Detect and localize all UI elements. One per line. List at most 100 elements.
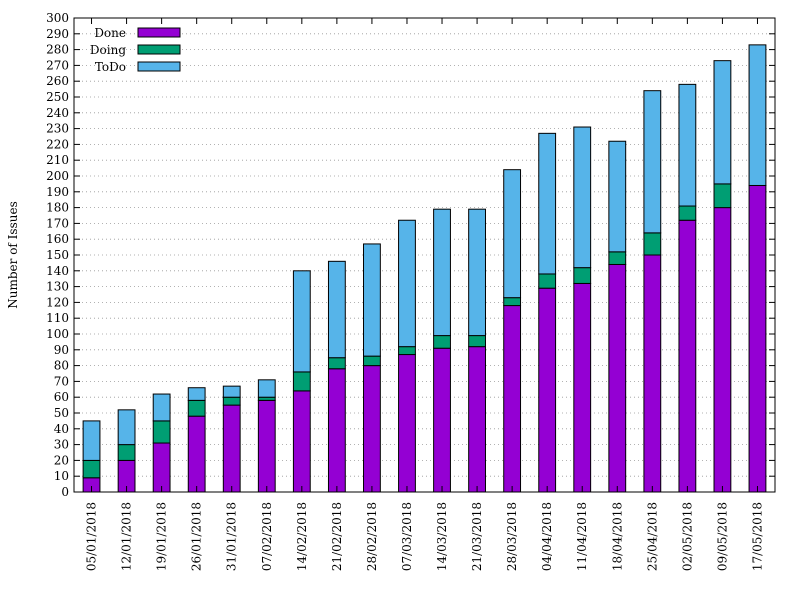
x-tick-label: 25/04/2018	[645, 502, 659, 571]
legend-swatch	[137, 61, 181, 72]
bar-doing	[503, 297, 522, 307]
y-tick-label: 50	[54, 406, 69, 420]
x-tick-label: 28/02/2018	[365, 502, 379, 571]
bar-doing	[678, 205, 697, 221]
bar-done	[678, 219, 697, 493]
bar-done	[398, 354, 416, 493]
x-tick-label: 21/03/2018	[470, 502, 484, 571]
bar-doing	[82, 459, 101, 479]
bar-todo	[292, 270, 311, 373]
y-tick-label: 80	[54, 359, 69, 373]
plot-frame	[73, 17, 776, 493]
y-tick-label: 200	[46, 169, 69, 183]
bar-done	[608, 263, 627, 493]
bar-todo	[678, 83, 697, 207]
bar-todo	[117, 409, 136, 446]
bar-todo	[257, 379, 276, 398]
bar-done	[222, 404, 241, 493]
x-tick-label: 02/05/2018	[680, 502, 694, 571]
y-tick-label: 150	[46, 248, 69, 262]
y-tick-label: 110	[46, 311, 69, 325]
bar-doing	[573, 267, 592, 284]
y-tick-label: 30	[54, 438, 69, 452]
x-tick-label: 18/04/2018	[610, 502, 624, 571]
y-tick-label: 180	[46, 201, 69, 215]
y-tick-label: 270	[46, 58, 69, 72]
bar-todo	[503, 169, 522, 299]
y-tick-label: 250	[46, 90, 69, 104]
bar-todo	[573, 126, 592, 269]
bar-todo	[82, 420, 101, 461]
bar-done	[643, 254, 662, 493]
y-tick-label: 20	[54, 453, 69, 467]
bar-todo	[398, 219, 416, 348]
bars	[82, 44, 767, 493]
y-tick-label: 240	[46, 106, 69, 120]
legend-swatch	[137, 27, 181, 38]
bar-doing	[327, 357, 346, 370]
y-tick-label: 280	[46, 43, 69, 57]
bar-done	[573, 282, 592, 493]
bar-todo	[327, 260, 346, 359]
x-tick-label: 09/05/2018	[715, 502, 729, 571]
y-tick-label: 210	[46, 153, 69, 167]
bar-doing	[363, 355, 381, 367]
bar-doing	[152, 420, 171, 444]
bar-done	[468, 346, 486, 493]
bar-doing	[222, 396, 241, 406]
bar-todo	[538, 132, 557, 275]
x-tick-label: 21/02/2018	[330, 502, 344, 571]
bar-done	[503, 305, 522, 493]
bar-todo	[643, 90, 662, 234]
y-tick-label: 70	[54, 374, 69, 388]
x-tick-label: 31/01/2018	[225, 502, 239, 571]
x-tick-label: 28/03/2018	[505, 502, 519, 571]
legend-label: Doing	[90, 43, 126, 57]
bar-todo	[433, 208, 451, 337]
bar-done	[713, 207, 732, 493]
x-tick-label: 11/04/2018	[575, 502, 589, 571]
bar-doing	[643, 232, 662, 256]
grid-lines	[74, 33, 775, 477]
y-tick-label: 170	[46, 216, 69, 230]
y-tick-label: 90	[54, 343, 69, 357]
bar-todo	[713, 60, 732, 185]
bar-doing	[117, 444, 136, 461]
legend-swatch	[137, 44, 181, 55]
y-axis-title: Number of Issues	[6, 201, 20, 308]
bar-done	[433, 347, 451, 493]
x-tick-label: 26/01/2018	[190, 502, 204, 571]
x-tick-label: 14/02/2018	[295, 502, 309, 571]
bar-done	[257, 399, 276, 493]
bar-todo	[152, 393, 171, 422]
y-tick-label: 130	[46, 280, 69, 294]
y-tick-label: 100	[46, 327, 69, 341]
bar-todo	[222, 385, 241, 398]
x-tick-label: 19/01/2018	[155, 502, 169, 571]
bar-done	[538, 287, 557, 493]
bar-todo	[608, 140, 627, 253]
y-tick-label: 140	[46, 264, 69, 278]
x-tick-label: 04/04/2018	[540, 502, 554, 571]
legend-label: Done	[94, 26, 126, 40]
bar-todo	[748, 44, 767, 186]
bar-doing	[713, 183, 732, 209]
y-tick-label: 290	[46, 27, 69, 41]
y-tick-label: 230	[46, 122, 69, 136]
legend-label: ToDo	[95, 60, 126, 74]
bar-doing	[187, 399, 206, 417]
x-tick-label: 17/05/2018	[750, 502, 764, 571]
x-axis: 05/01/2018 12/01/2018 19/01/2018 26/01/2018…	[85, 18, 764, 571]
y-tick-label: 40	[54, 422, 69, 436]
y-tick-label: 10	[54, 469, 69, 483]
y-tick-label: 120	[46, 295, 69, 309]
bar-todo	[187, 387, 206, 401]
y-tick-label: 190	[46, 185, 69, 199]
y-tick-label: 0	[61, 485, 69, 499]
y-tick-label: 260	[46, 74, 69, 88]
bar-done	[292, 390, 311, 493]
x-tick-label: 07/03/2018	[400, 502, 414, 571]
bar-doing	[608, 251, 627, 265]
